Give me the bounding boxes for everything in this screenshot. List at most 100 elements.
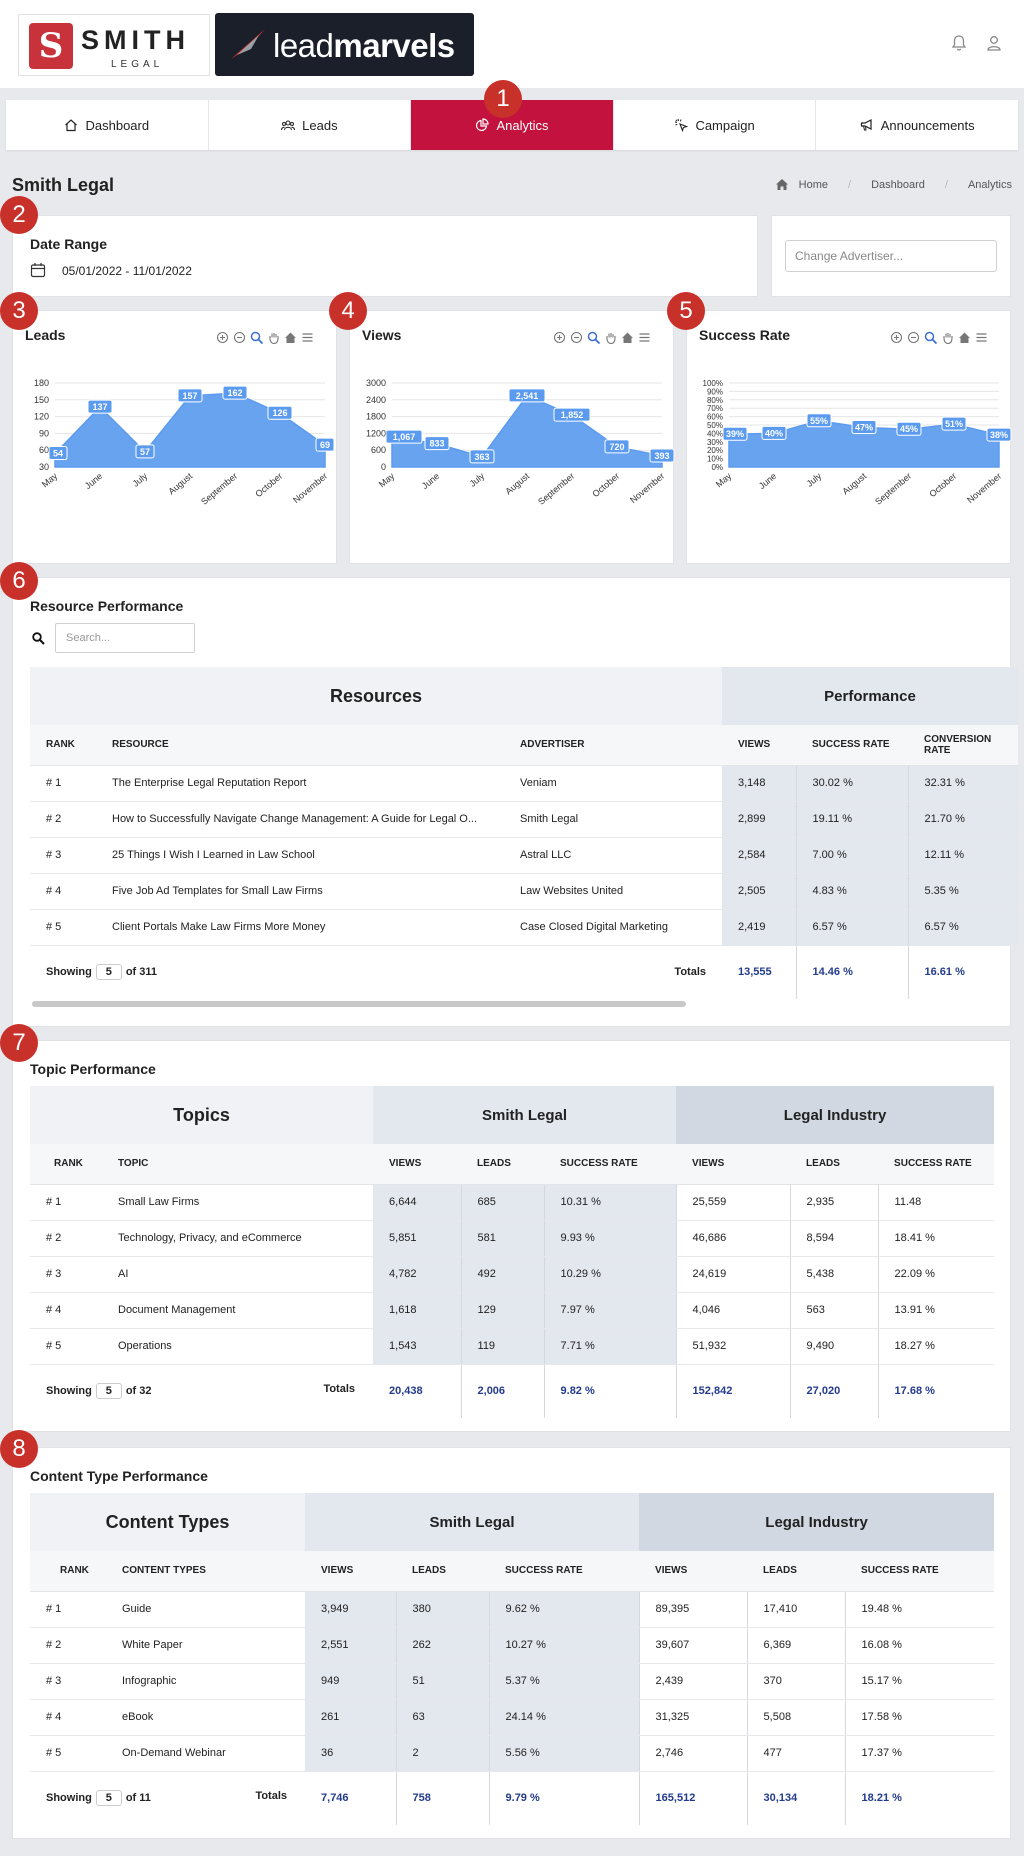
resource-cell[interactable]: Client Portals Make Law Firms More Money <box>96 909 504 946</box>
table-row[interactable]: # 2 How to Successfully Navigate Change M… <box>30 801 1019 838</box>
pan-hand-icon[interactable] <box>267 331 280 345</box>
col-advertiser[interactable]: ADVERTISER <box>504 725 722 766</box>
breadcrumb-dashboard[interactable]: Dashboard <box>871 178 925 191</box>
resource-cell[interactable]: 25 Things I Wish I Learned in Law School <box>96 837 504 874</box>
topic-cell[interactable]: AI <box>102 1256 374 1293</box>
col-industry-success-rate[interactable]: SUCCESS RATE <box>845 1551 995 1592</box>
topic-cell[interactable]: Document Management <box>102 1292 374 1329</box>
horizontal-scrollbar[interactable] <box>32 1001 686 1007</box>
menu-icon[interactable] <box>975 331 988 344</box>
reset-home-icon[interactable] <box>958 331 971 344</box>
data-label-box <box>649 448 675 463</box>
bell-icon[interactable] <box>950 34 968 52</box>
nav-analytics[interactable]: Analytics <box>411 100 614 150</box>
pan-hand-icon[interactable] <box>604 331 617 345</box>
col-leads[interactable]: LEADS <box>461 1144 545 1185</box>
topic-cell[interactable]: Small Law Firms <box>102 1184 374 1221</box>
col-rank[interactable]: RANK <box>30 725 96 766</box>
resource-cell[interactable]: Five Job Ad Templates for Small Law Firm… <box>96 873 504 910</box>
leadmarvels-logo[interactable]: leadmarvels <box>215 13 474 76</box>
col-industry-views[interactable]: VIEWS <box>639 1551 748 1592</box>
col-industry-success-rate[interactable]: SUCCESS RATE <box>878 1144 995 1185</box>
col-industry-leads[interactable]: LEADS <box>790 1144 879 1185</box>
nav-campaign[interactable]: Campaign <box>614 100 817 150</box>
industry-views-cell: 24,619 <box>676 1256 791 1293</box>
col-industry-views[interactable]: VIEWS <box>676 1144 791 1185</box>
industry-success-rate-cell: 22.09 % <box>878 1256 995 1293</box>
data-label: 137 <box>92 402 107 412</box>
col-views[interactable]: VIEWS <box>305 1551 397 1592</box>
table-row[interactable]: # 1 The Enterprise Legal Reputation Repor… <box>30 765 1019 802</box>
leads-cell: 129 <box>461 1292 545 1329</box>
table-row[interactable]: # 1 Guide 3,949 380 9.62 % 89,395 17,410 19.48 … <box>30 1591 995 1628</box>
breadcrumb-home[interactable]: Home <box>798 178 829 191</box>
table-row[interactable]: # 5 Client Portals Make Law Firms More Mo… <box>30 909 1019 946</box>
content-type-cell[interactable]: eBook <box>106 1699 306 1736</box>
zoom-out-icon[interactable] <box>570 331 583 344</box>
page-size-select[interactable]: 5 <box>95 964 122 981</box>
col-leads[interactable]: LEADS <box>396 1551 490 1592</box>
x-tick-label: June <box>757 471 778 491</box>
zoom-out-icon[interactable] <box>233 331 246 344</box>
nav-announcements[interactable]: Announcements <box>816 100 1018 150</box>
topic-cell[interactable]: Operations <box>102 1328 374 1365</box>
col-rank[interactable]: RANK <box>30 1551 106 1592</box>
content-type-cell[interactable]: On-Demand Webinar <box>106 1735 306 1772</box>
zoom-out-icon[interactable] <box>907 331 920 344</box>
col-success-rate[interactable]: SUCCESS RATE <box>489 1551 640 1592</box>
table-row[interactable]: # 1 Small Law Firms 6,644 685 10.31 % 25,559 2… <box>30 1184 995 1221</box>
resource-cell[interactable]: The Enterprise Legal Reputation Report <box>96 765 504 802</box>
nav-leads[interactable]: Leads <box>209 100 412 150</box>
magnify-icon[interactable] <box>250 331 264 345</box>
topic-cell[interactable]: Technology, Privacy, and eCommerce <box>102 1220 374 1257</box>
table-row[interactable]: # 5 Operations 1,543 119 7.71 % 51,932 9,490 18… <box>30 1328 995 1365</box>
magnify-icon[interactable] <box>924 331 938 345</box>
user-icon[interactable] <box>985 34 1003 52</box>
table-row[interactable]: # 4 eBook 261 63 24.14 % 31,325 5,508 17.58 % <box>30 1699 995 1736</box>
col-rank[interactable]: RANK <box>30 1144 102 1185</box>
table-row[interactable]: # 3 Infographic 949 51 5.37 % 2,439 370 15.17 % <box>30 1663 995 1700</box>
pan-hand-icon[interactable] <box>941 331 954 345</box>
x-tick-label: July <box>805 471 824 489</box>
table-row[interactable]: # 2 Technology, Privacy, and eCommerce 5,8… <box>30 1220 995 1257</box>
menu-icon[interactable] <box>638 331 651 344</box>
content-type-cell[interactable]: White Paper <box>106 1627 306 1664</box>
table-row[interactable]: # 4 Document Management 1,618 129 7.97 % 4,04… <box>30 1292 995 1329</box>
resource-cell[interactable]: How to Successfully Navigate Change Mana… <box>96 801 504 838</box>
col-content-types[interactable]: CONTENT TYPES <box>106 1551 306 1592</box>
nav-dashboard[interactable]: Dashboard <box>6 100 209 150</box>
col-resource[interactable]: RESOURCE <box>96 725 504 766</box>
col-views[interactable]: VIEWS <box>722 725 796 766</box>
callout-badge-5: 5 <box>667 292 705 330</box>
rank-cell: # 2 <box>30 1627 106 1664</box>
col-views[interactable]: VIEWS <box>373 1144 462 1185</box>
resource-search-input[interactable] <box>55 623 195 653</box>
col-industry-leads[interactable]: LEADS <box>747 1551 846 1592</box>
reset-home-icon[interactable] <box>284 331 297 344</box>
content-type-cell[interactable]: Guide <box>106 1591 306 1628</box>
col-conversion-rate[interactable]: CONVERSION RATE <box>908 725 1019 766</box>
page-size-select[interactable]: 5 <box>95 1790 122 1807</box>
col-success-rate[interactable]: SUCCESS RATE <box>544 1144 677 1185</box>
table-row[interactable]: # 2 White Paper 2,551 262 10.27 % 39,607 6,369… <box>30 1627 995 1664</box>
calendar-icon[interactable] <box>30 262 46 278</box>
table-row[interactable]: # 3 25 Things I Wish I Learned in Law Sch… <box>30 837 1019 874</box>
content-type-cell[interactable]: Infographic <box>106 1663 306 1700</box>
col-success-rate[interactable]: SUCCESS RATE <box>796 725 908 766</box>
zoom-in-icon[interactable] <box>216 331 229 344</box>
change-advertiser-input[interactable] <box>785 240 997 272</box>
smith-legal-logo[interactable]: S SMITH LEGAL <box>18 14 210 76</box>
zoom-in-icon[interactable] <box>553 331 566 344</box>
data-label-box <box>48 446 68 461</box>
zoom-in-icon[interactable] <box>890 331 903 344</box>
table-row[interactable]: # 3 AI 4,782 492 10.29 % 24,619 5,438 22.09 % <box>30 1256 995 1293</box>
table-row[interactable]: # 4 Five Job Ad Templates for Small Law F… <box>30 873 1019 910</box>
col-topic[interactable]: TOPIC <box>102 1144 374 1185</box>
magnify-icon[interactable] <box>587 331 601 345</box>
date-range-value[interactable]: 05/01/2022 - 11/01/2022 <box>62 264 192 278</box>
menu-icon[interactable] <box>301 331 314 344</box>
reset-home-icon[interactable] <box>621 331 634 344</box>
page-size-select[interactable]: 5 <box>95 1383 122 1400</box>
table-row[interactable]: # 5 On-Demand Webinar 36 2 5.56 % 2,746 477 17.… <box>30 1735 995 1772</box>
success-rate-cell: 30.02 % <box>796 765 909 802</box>
